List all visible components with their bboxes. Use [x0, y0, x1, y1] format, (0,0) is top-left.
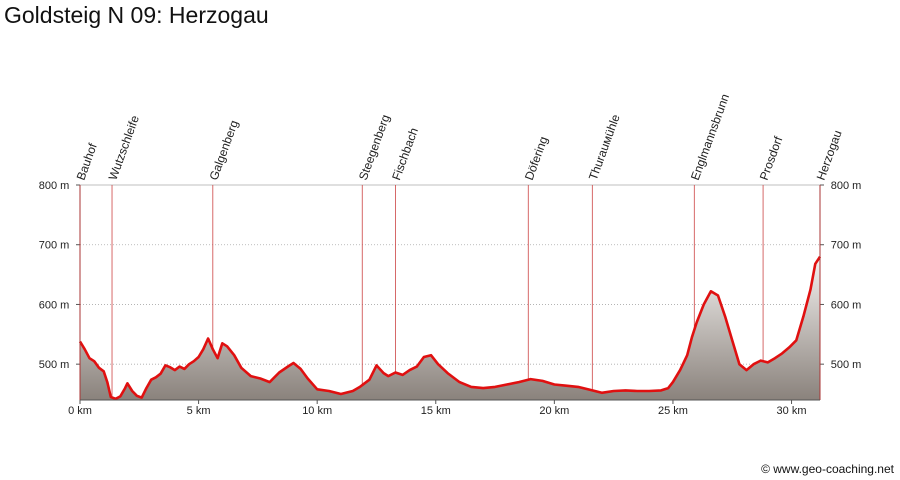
x-tick-label: 30 km	[777, 405, 807, 417]
waypoint-label: Döfering	[522, 135, 551, 182]
waypoint-labels: Bauhof Wutzschleife Galgenberg SteegenbergF…	[74, 92, 845, 182]
x-tick-label: 0 km	[68, 405, 92, 417]
y-tick-label: 500 m	[39, 359, 70, 371]
waypoint-label: Bauhof	[74, 141, 100, 182]
elevation-line	[78, 255, 822, 401]
y-tick-label: 800 m	[39, 180, 70, 192]
y-tick-label-right: 800 m	[831, 180, 862, 192]
waypoint-label: Steegenberg	[356, 113, 393, 182]
page-title: Goldsteig N 09: Herzogau	[4, 2, 269, 28]
elevation-fill	[80, 256, 820, 400]
waypoint-label: Galgenberg	[206, 118, 241, 182]
x-tick-label: 5 km	[187, 405, 211, 417]
x-tick-label: 20 km	[539, 405, 569, 417]
elevation-area	[78, 255, 822, 401]
x-tick-label: 10 km	[302, 405, 332, 417]
x-tick-label: 25 km	[658, 405, 688, 417]
y-tick-label-right: 600 m	[831, 299, 862, 311]
waypoint-label: Prosdorf	[757, 134, 786, 182]
waypoint-label: Thurauмühle	[586, 112, 623, 182]
copyright-notice: © www.geo-coaching.net	[761, 462, 894, 476]
waypoint-label: Fischbach	[389, 126, 421, 182]
y-tick-label-right: 500 m	[831, 359, 862, 371]
y-tick-label: 600 m	[39, 299, 70, 311]
waypoint-label: Herzogau	[814, 128, 845, 182]
waypoint-label: Englmannsbrunn	[688, 92, 732, 182]
y-tick-label-right: 700 m	[831, 240, 862, 252]
x-tick-label: 15 km	[421, 405, 451, 417]
axes: 500 m 500 m 600 m 600 m 700 m 700 m 800 m 800 m…	[39, 180, 862, 417]
y-tick-label: 700 m	[39, 240, 70, 252]
waypoint-label: Wutzschleife	[106, 113, 142, 182]
